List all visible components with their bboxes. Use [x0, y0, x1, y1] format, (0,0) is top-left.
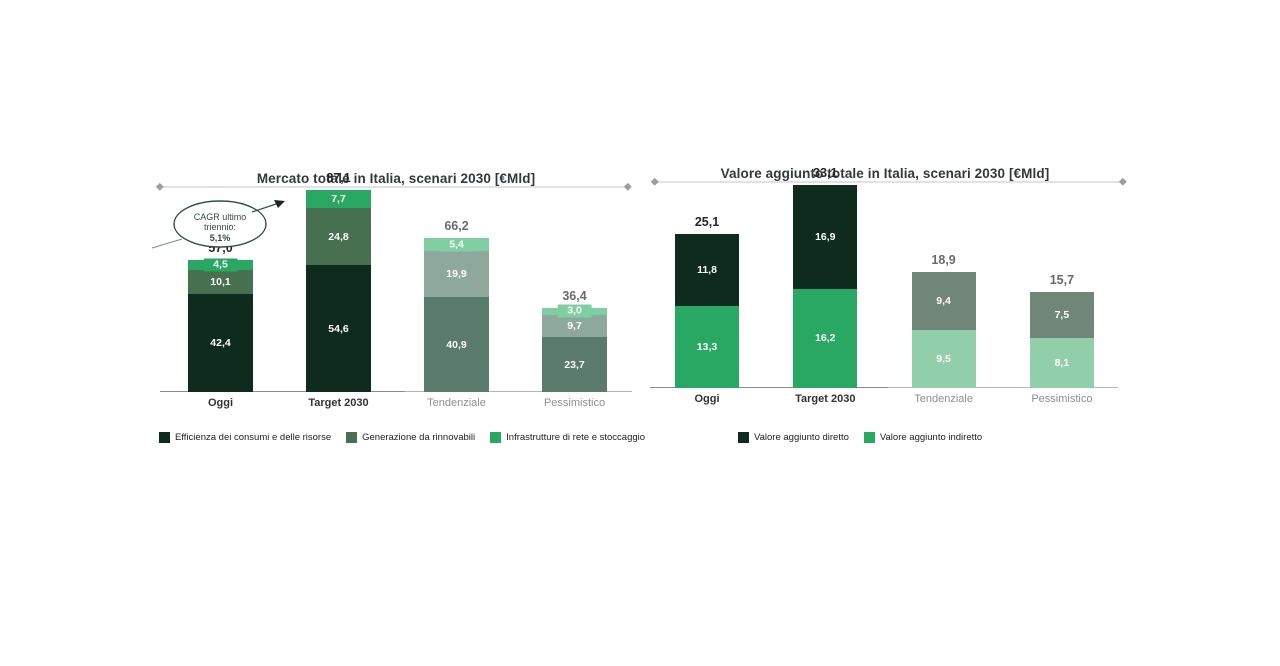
legend-label: Generazione da rinnovabili	[362, 432, 476, 443]
segment-value-label: 13,3	[696, 341, 718, 354]
bar-segment: 16,2	[793, 288, 858, 388]
plot-area: 42,4 10,1 4,5 57,0 54,6 24,8 7,7 87,1 40,9 19,9 5,…	[150, 171, 642, 392]
legend-item: Valore aggiunto indiretto	[863, 432, 983, 443]
category-axis: Oggi Target 2030 Tendenziale Pessimistico	[645, 393, 1125, 409]
bar-segment: 40,9	[424, 297, 489, 392]
segment-value-label: 5,4	[439, 238, 474, 252]
segment-value-label: 9,7	[567, 319, 582, 332]
bar-segment: 7,7	[306, 190, 371, 208]
added-value-chart: Valore aggiunto totale in Italia, scenar…	[645, 155, 1127, 455]
bar-segment: 24,8	[306, 207, 371, 266]
bar-total-label: 33,1	[813, 166, 838, 180]
legend-item: Generazione da rinnovabili	[346, 432, 475, 443]
bar-segment: 16,9	[793, 185, 858, 289]
bar-segment: 7,5	[1029, 292, 1094, 339]
bar-segment: 13,3	[675, 306, 739, 388]
bar-segment: 19,9	[424, 251, 489, 298]
segment-value-label: 3,0	[557, 304, 592, 318]
cagr-text-line1: CAGR ultimo	[194, 212, 247, 222]
title-underline	[155, 183, 632, 191]
arrowhead-icon	[274, 200, 285, 208]
category-label: Oggi	[694, 393, 720, 405]
cagr-annotation: CAGR ultimo triennio: 5,1%	[151, 200, 285, 249]
legend-label: Efficienza dei consumi e delle risorse	[175, 432, 332, 443]
bar-segment: 3,0	[542, 304, 607, 318]
segment-value-label: 54,6	[328, 322, 349, 335]
x-axis-line-dark	[160, 391, 405, 392]
bar-total-label: 25,1	[694, 215, 720, 230]
legend-swatch-icon	[863, 432, 875, 443]
bar-segment: 11,8	[675, 234, 739, 307]
legend-label: Infrastrutture di rete e stoccaggio	[506, 432, 646, 443]
legend-item: Efficienza dei consumi e delle risorse	[159, 432, 331, 443]
segment-value-label: 40,9	[446, 338, 467, 351]
segment-value-label: 7,5	[1054, 309, 1070, 322]
legend: Valore aggiunto diretto Valore aggiunto i…	[738, 432, 982, 443]
category-label: Oggi	[207, 397, 234, 409]
category-label: Target 2030	[308, 397, 369, 409]
category-axis: Oggi Target 2030 Tendenziale Pessimistico	[150, 397, 642, 413]
title-underline	[650, 178, 1127, 186]
bar-segment: 9,5	[911, 329, 976, 388]
legend-item: Valore aggiunto diretto	[738, 432, 849, 443]
segment-value-label: 9,4	[936, 294, 951, 307]
callout-tail-line	[151, 238, 183, 249]
segment-value-label: 9,5	[936, 352, 951, 365]
segment-value-label: 8,1	[1054, 357, 1070, 370]
segment-value-label: 10,1	[210, 275, 231, 288]
bar-segment: 9,7	[542, 314, 607, 338]
bar-segment: 4,5	[188, 258, 253, 272]
bar-segment: 23,7	[542, 337, 607, 392]
bar-total-label: 87,1	[326, 171, 351, 185]
plot-area: 13,3 11,8 25,1 16,2 16,9 33,1 9,5 9,4 18,9 8,1 7,5…	[645, 166, 1125, 388]
callout-ellipse	[173, 200, 267, 248]
segment-value-label: 16,9	[815, 230, 836, 243]
legend-label: Valore aggiunto diretto	[754, 432, 849, 443]
category-label: Pessimistico	[543, 397, 606, 409]
segment-value-label: 16,2	[815, 332, 836, 345]
segment-value-label: 19,9	[446, 268, 467, 281]
chart-title: Mercato totale in Italia, scenari 2030 […	[256, 171, 536, 187]
bar-segment: 42,4	[188, 293, 253, 392]
category-label: Pessimistico	[1031, 393, 1093, 405]
segment-value-label: 7,7	[331, 192, 346, 205]
bar-segment: 10,1	[188, 270, 253, 294]
bar-segment: 8,1	[1029, 338, 1094, 388]
bar-total-label: 36,4	[562, 288, 587, 303]
bar-total-label: 15,7	[1049, 273, 1075, 288]
legend-swatch-icon	[490, 432, 502, 443]
category-label: Target 2030	[795, 393, 856, 405]
segment-value-label: 11,8	[697, 264, 717, 277]
category-label: Tendenziale	[427, 397, 486, 409]
bar-segment: 54,6	[306, 265, 371, 392]
x-axis-line-dark	[650, 387, 888, 388]
segment-value-label: 4,5	[203, 258, 238, 272]
legend-item: Infrastrutture di rete e stoccaggio	[490, 432, 645, 443]
cagr-text-line2: triennio:	[204, 222, 236, 232]
bar-total-label: 66,2	[444, 219, 469, 234]
legend-label: Valore aggiunto indiretto	[879, 432, 983, 443]
arrow-line	[251, 203, 277, 213]
segment-value-label: 23,7	[564, 358, 585, 371]
bar-total-label: 18,9	[931, 253, 956, 268]
legend: Efficienza dei consumi e delle risorse Ge…	[159, 432, 645, 443]
legend-swatch-icon	[738, 432, 749, 443]
segment-value-label: 42,4	[210, 336, 231, 349]
legend-swatch-icon	[346, 432, 358, 443]
legend-swatch-icon	[159, 432, 170, 443]
category-label: Tendenziale	[914, 393, 973, 405]
bar-segment: 5,4	[424, 238, 489, 252]
market-chart: Mercato totale in Italia, scenari 2030 […	[150, 160, 645, 460]
bar-segment: 9,4	[911, 272, 976, 330]
segment-value-label: 24,8	[328, 230, 349, 243]
cagr-text-line3: 5,1%	[210, 233, 231, 243]
chart-title: Valore aggiunto totale in Italia, scenar…	[720, 166, 1050, 182]
